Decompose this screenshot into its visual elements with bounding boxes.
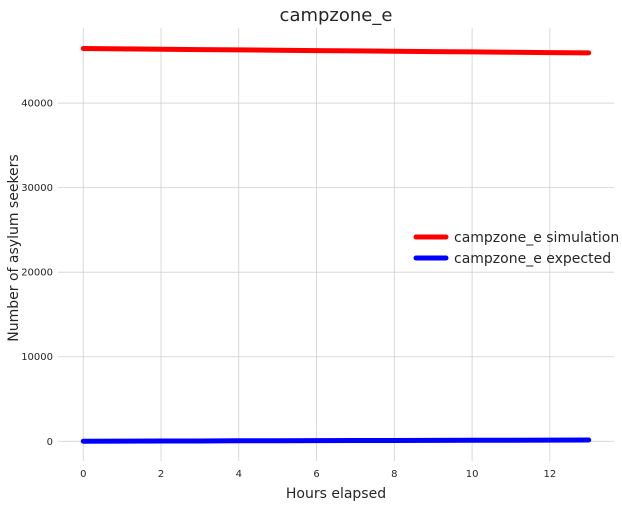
x-tick-labels: 0 2 4 6 8 10 12 <box>80 469 556 480</box>
x-tick-label: 10 <box>466 469 479 480</box>
y-tick-label: 30000 <box>21 183 53 194</box>
legend: campzone_e simulation campzone_e expecte… <box>413 230 619 267</box>
y-tick-label: 10000 <box>21 352 53 363</box>
x-tick-label: 6 <box>313 469 319 480</box>
x-tick-label: 2 <box>158 469 164 480</box>
legend-label-expected: campzone_e expected <box>454 251 611 267</box>
x-tick-label: 8 <box>391 469 397 480</box>
simulation-series-line <box>80 46 592 56</box>
chart-title: campzone_e <box>280 5 393 26</box>
series-lines <box>80 46 592 444</box>
y-tick-label: 20000 <box>21 268 53 279</box>
y-tick-label: 0 <box>47 437 53 448</box>
y-tick-labels: 0 10000 20000 30000 40000 <box>21 99 53 448</box>
y-tick-label: 40000 <box>21 99 53 110</box>
legend-label-simulation: campzone_e simulation <box>454 230 619 246</box>
x-tick-label: 4 <box>236 469 242 480</box>
x-tick-label: 0 <box>80 469 86 480</box>
expected-series-line <box>80 437 592 444</box>
x-axis-label: Hours elapsed <box>286 486 386 502</box>
x-tick-label: 12 <box>543 469 556 480</box>
y-axis-label: Number of asylum seekers <box>6 154 22 341</box>
